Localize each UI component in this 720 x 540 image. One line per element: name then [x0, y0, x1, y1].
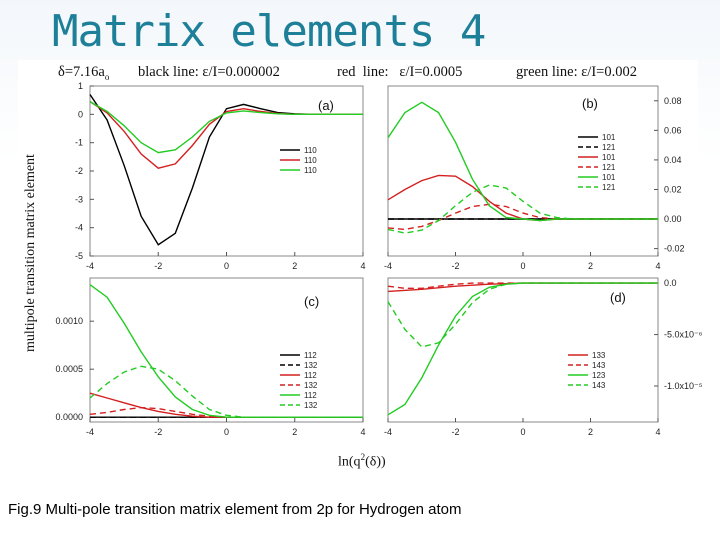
slide-title: Matrix elements 4 — [52, 6, 486, 57]
x-tick-label: 2 — [588, 427, 593, 437]
delta-subscript: o — [104, 71, 110, 82]
x-tick-label: -4 — [86, 261, 94, 271]
x-tick-label: 4 — [360, 261, 365, 271]
x-tick-label: 4 — [655, 261, 660, 271]
x-tick-label: 0 — [224, 261, 229, 271]
legend-label: 143 — [592, 361, 606, 370]
legend-label: 123 — [592, 371, 606, 380]
y-tick-label: 0.00 — [664, 214, 682, 224]
y-tick-label: 0.06 — [664, 125, 682, 135]
legend-label: 121 — [602, 183, 616, 192]
series-line-green-dashed-132 — [89, 365, 363, 418]
panel-label: (c) — [304, 294, 319, 309]
legend-label: 133 — [592, 351, 606, 360]
legend-label: 143 — [592, 381, 606, 390]
x-tick-label: 0 — [520, 261, 525, 271]
y-tick-label: -1 — [75, 138, 83, 148]
series-line-green-solid-101 — [387, 101, 658, 222]
legend-label: 121 — [602, 163, 616, 172]
legend-label: 112 — [304, 391, 317, 400]
x-tick-label: -4 — [86, 427, 94, 437]
series-line-green-dashed-121 — [387, 184, 658, 234]
figure-caption: Fig.9 Multi-pole transition matrix eleme… — [8, 501, 462, 518]
legend-label: 101 — [602, 173, 616, 182]
legend-label: 132 — [304, 381, 318, 390]
figure-area — [18, 60, 698, 472]
y-axis-label-svg: multipole transition matrix element — [23, 154, 38, 352]
x-tick-label: 0 — [224, 427, 229, 437]
y-tick-label: 1 — [78, 81, 83, 91]
series-line-green-solid-112 — [89, 284, 363, 418]
y-tick-label: -4 — [75, 223, 83, 233]
x-axis-label-text: ln(q — [338, 454, 361, 470]
y-tick-label: 0.0005 — [55, 364, 83, 374]
legend-label: 110 — [304, 146, 317, 155]
x-tick-label: 2 — [588, 261, 593, 271]
x-axis-label-sup: 2 — [360, 452, 366, 462]
y-tick-label: -5 — [75, 251, 83, 261]
x-tick-label: 4 — [360, 427, 365, 437]
series-line-red-solid-112 — [89, 392, 363, 418]
y-tick-label: -2 — [75, 166, 83, 176]
panel-label: (d) — [610, 290, 626, 305]
panel-label: (b) — [582, 96, 598, 111]
delta-label: δ=7.16ao — [58, 64, 109, 82]
legend-label: 132 — [304, 361, 318, 370]
series-line-red-dashed-143 — [387, 282, 658, 289]
x-tick-label: 2 — [292, 261, 297, 271]
black-line-label: black line: ε/I=0.000002 — [138, 64, 280, 80]
y-tick-label: 0.02 — [664, 184, 682, 194]
y-tick-label: -0.02 — [664, 244, 685, 254]
y-tick-label: 0.0010 — [55, 316, 83, 326]
y-tick-label: 0.0 — [664, 278, 677, 288]
red-line-label: red line: ε/I=0.0005 — [337, 64, 463, 80]
x-tick-label: -2 — [154, 427, 162, 437]
y-axis-label: multipole transition matrix element — [23, 154, 38, 352]
x-tick-label: -2 — [451, 261, 459, 271]
x-tick-label: -4 — [384, 427, 392, 437]
x-tick-label: 0 — [520, 427, 525, 437]
x-axis-label: ln(q2(δ)) — [338, 452, 386, 471]
y-tick-label: -1.0x10⁻⁵ — [664, 381, 703, 391]
y-tick-label: -3 — [75, 194, 83, 204]
legend-label: 101 — [602, 153, 616, 162]
legend-label: 112 — [304, 351, 317, 360]
green-line-label: green line: ε/I=0.002 — [516, 64, 637, 80]
y-tick-label: 0.08 — [664, 96, 682, 106]
legend-label: 121 — [602, 143, 616, 152]
x-axis-label-tail: (δ)) — [365, 454, 386, 470]
x-tick-label: 4 — [655, 427, 660, 437]
x-tick-label: -4 — [384, 261, 392, 271]
y-tick-label: 0.0000 — [55, 412, 83, 422]
series-line-green-dashed-143 — [387, 282, 658, 348]
x-tick-label: -2 — [451, 427, 459, 437]
x-tick-label: 2 — [292, 427, 297, 437]
x-tick-label: -2 — [154, 261, 162, 271]
y-tick-label: -5.0x10⁻⁶ — [664, 330, 703, 340]
delta-text: δ=7.16a — [58, 64, 105, 80]
legend-label: 110 — [304, 156, 317, 165]
panel-label: (a) — [318, 98, 334, 113]
panel-frame — [89, 277, 364, 423]
y-tick-label: 0.04 — [664, 155, 682, 165]
legend-label: 132 — [304, 401, 318, 410]
panel-frame — [387, 85, 659, 257]
legend-label: 101 — [602, 133, 616, 142]
series-line-green-solid-110 — [89, 100, 363, 154]
legend-label: 110 — [304, 166, 317, 175]
y-axis-label-wrap: multipole transition matrix element — [20, 88, 44, 418]
y-tick-label: 0 — [78, 109, 83, 119]
legend-label: 112 — [304, 371, 317, 380]
